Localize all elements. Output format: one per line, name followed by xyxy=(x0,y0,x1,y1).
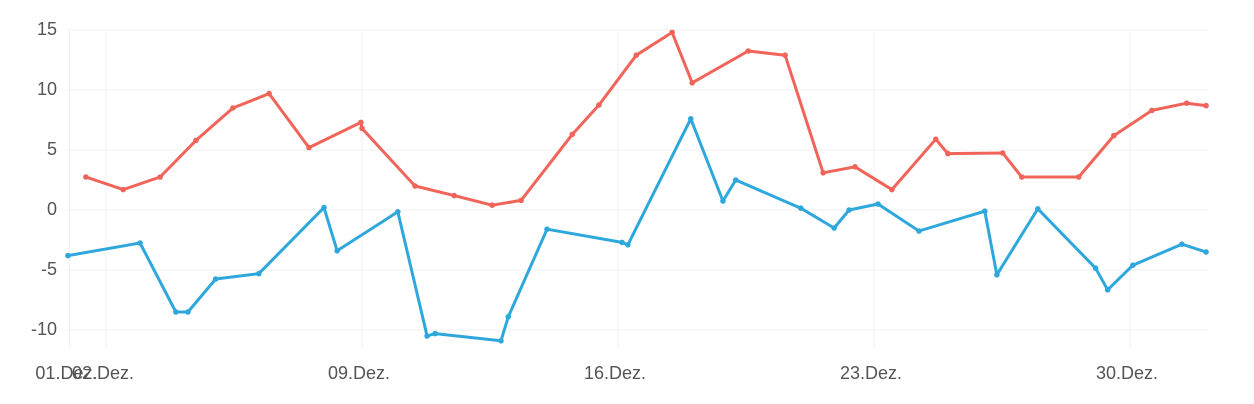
data-point xyxy=(424,333,430,339)
data-point xyxy=(1111,132,1117,139)
data-point xyxy=(1104,287,1111,293)
data-point xyxy=(212,276,219,282)
data-point xyxy=(1149,107,1155,114)
y-tick-label: 0 xyxy=(47,199,57,219)
data-point xyxy=(306,144,312,151)
data-point xyxy=(732,177,739,183)
data-point xyxy=(945,150,951,157)
data-point xyxy=(489,202,495,208)
data-point xyxy=(358,119,364,126)
data-point xyxy=(518,197,524,204)
data-point xyxy=(782,52,788,58)
data-point xyxy=(185,309,191,315)
x-tick-label: 23.Dez. xyxy=(840,363,902,383)
data-point xyxy=(120,186,126,193)
data-point xyxy=(619,239,625,246)
y-tick-label: -5 xyxy=(41,259,57,279)
data-point xyxy=(266,90,272,97)
data-point xyxy=(889,186,895,193)
data-point xyxy=(256,270,262,277)
data-point xyxy=(83,174,89,180)
data-point xyxy=(1183,100,1190,106)
x-tick-label: 30.Dez. xyxy=(1096,363,1158,383)
data-point xyxy=(633,52,640,58)
data-point xyxy=(999,150,1006,156)
x-tick-label: 01.Dez. xyxy=(35,363,97,383)
data-point xyxy=(994,272,1000,278)
data-point xyxy=(689,80,696,86)
y-tick-label: -10 xyxy=(31,319,57,339)
data-point xyxy=(1035,206,1041,212)
data-point xyxy=(498,338,504,344)
data-point xyxy=(1203,102,1209,109)
data-point xyxy=(334,248,340,254)
x-tick-label: 16.Dez. xyxy=(584,363,646,383)
data-point xyxy=(932,136,939,142)
data-point xyxy=(395,209,401,215)
data-point xyxy=(1130,262,1136,269)
data-point xyxy=(1179,241,1185,247)
data-point xyxy=(359,125,365,132)
data-point xyxy=(230,105,236,111)
data-point xyxy=(875,201,881,207)
data-point xyxy=(916,228,922,234)
data-point xyxy=(412,183,418,189)
data-point xyxy=(1075,174,1082,180)
data-point xyxy=(432,330,438,337)
data-point xyxy=(321,204,327,211)
data-point xyxy=(745,48,751,54)
data-point xyxy=(505,314,512,320)
data-point xyxy=(831,225,837,231)
data-point xyxy=(173,309,179,315)
data-point xyxy=(669,29,675,36)
data-point xyxy=(1018,174,1025,180)
data-point xyxy=(720,198,726,204)
data-point xyxy=(846,207,852,213)
data-point xyxy=(451,192,457,199)
data-point xyxy=(65,252,71,259)
data-point xyxy=(157,174,163,180)
data-point xyxy=(569,131,576,138)
data-point xyxy=(687,116,694,122)
data-point xyxy=(798,205,804,211)
data-point xyxy=(625,242,631,248)
y-tick-label: 10 xyxy=(37,79,57,99)
data-point xyxy=(193,137,199,144)
series-line xyxy=(67,117,1207,343)
data-point xyxy=(596,102,602,108)
x-tick-label: 02.Dez. xyxy=(72,363,134,383)
data-point xyxy=(137,240,143,246)
data-point xyxy=(981,208,988,214)
y-tick-label: 5 xyxy=(47,139,57,159)
data-point xyxy=(544,226,550,232)
x-tick-label: 09.Dez. xyxy=(328,363,390,383)
series-line xyxy=(85,30,1207,207)
data-point xyxy=(820,170,826,176)
data-point xyxy=(852,164,858,170)
data-point xyxy=(1203,249,1209,255)
data-point xyxy=(1092,265,1099,272)
y-tick-label: 15 xyxy=(37,19,57,39)
